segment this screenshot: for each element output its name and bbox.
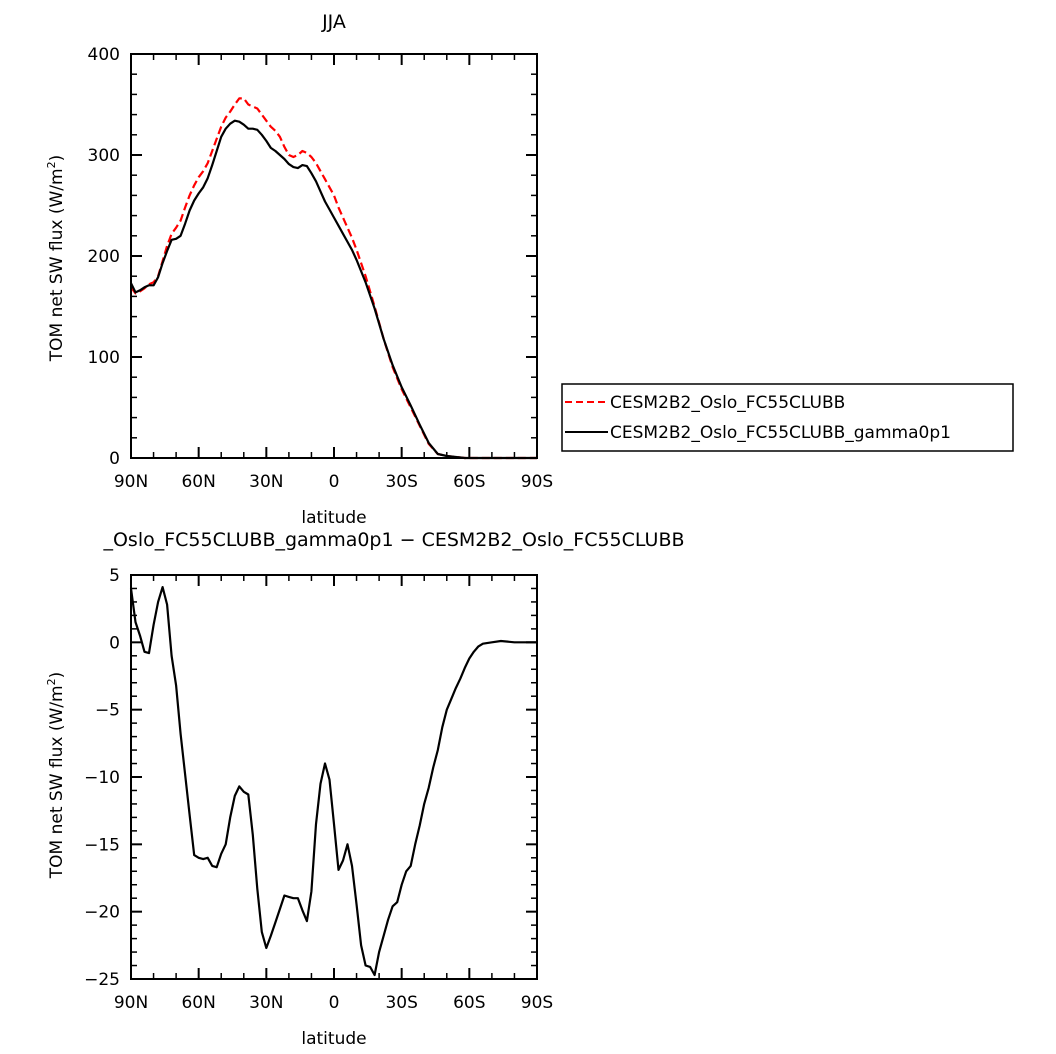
bottom-ylabel-close: ) [47,672,67,679]
top-y-tick-label: 100 [88,348,120,368]
bottom-chart-frame [130,574,538,980]
bottom-chart-ylabel: TOM net SW flux (W/m2) [45,672,67,879]
bottom-x-tick-label: 60S [453,993,485,1013]
top-y-tick-label: 400 [88,45,120,65]
bottom-series-line-1 [129,585,537,977]
bottom-y-tick-label: −5 [95,701,120,721]
legend-label-series-1: CESM2B2_Oslo_FC55CLUBB [610,393,845,413]
top-chart-ylabel: TOM net SW flux (W/m2) [45,155,67,362]
bottom-ylabel-text: TOM net SW flux (W/m [47,685,67,879]
bottom-x-tick-label: 30S [385,993,417,1013]
top-chart-series [130,97,537,460]
top-ylabel-text: TOM net SW flux (W/m [47,168,67,362]
top-x-tick-label: 60N [181,472,215,492]
legend-box [561,383,1014,452]
bottom-y-tick-label: −25 [84,970,120,990]
top-ylabel-superscript: 2 [45,161,58,168]
top-series-line-1 [130,97,537,460]
top-chart-xlabel: latitude [301,508,366,528]
top-chart-title: JJA [321,11,346,33]
top-chart-panel: JJA TOM net SW flux (W/m2) latitude 90N 6… [45,11,553,528]
bottom-x-tick-label: 60N [181,993,215,1013]
top-y-tick-label: 300 [88,146,120,166]
bottom-y-tick-label: −10 [84,768,120,788]
top-y-tick-label: 0 [109,449,120,469]
top-x-tick-label: 60S [453,472,485,492]
top-chart-ticks: 90N 60N 30N 0 30S 60S 90S 0 100 200 300 400 [88,45,554,492]
top-chart-frame [130,53,538,459]
bottom-x-tick-label: 0 [329,993,340,1013]
top-ylabel-close: ) [47,155,67,162]
top-x-tick-label: 30S [385,472,417,492]
bottom-x-tick-label: 90S [521,993,553,1013]
bottom-chart-series [129,585,537,977]
top-x-tick-label: 90N [114,472,148,492]
top-x-tick-label: 90S [521,472,553,492]
bottom-x-tick-label: 30N [249,993,283,1013]
bottom-chart-title: _Oslo_FC55CLUBB_gamma0p1 − CESM2B2_Oslo_… [102,529,684,551]
bottom-x-tick-label: 90N [114,993,148,1013]
bottom-chart-ticks: 90N 60N 30N 0 30S 60S 90S −25 −20 −15 −10 −5 0 5 [84,566,553,1013]
bottom-chart-xlabel: latitude [301,1029,366,1049]
bottom-chart-panel: _Oslo_FC55CLUBB_gamma0p1 − CESM2B2_Oslo_… [45,529,685,1049]
top-x-tick-label: 0 [329,472,340,492]
top-y-tick-label: 200 [88,247,120,267]
bottom-y-tick-label: 5 [109,566,120,586]
bottom-ylabel-superscript: 2 [45,678,58,685]
bottom-y-tick-label: −20 [84,903,120,923]
legend: CESM2B2_Oslo_FC55CLUBB CESM2B2_Oslo_FC55… [561,383,1014,452]
bottom-y-tick-label: −15 [84,835,120,855]
legend-label-series-2: CESM2B2_Oslo_FC55CLUBB_gamma0p1 [610,423,951,443]
top-series-line-2 [130,119,537,460]
top-x-tick-label: 30N [249,472,283,492]
bottom-y-tick-label: 0 [109,633,120,653]
